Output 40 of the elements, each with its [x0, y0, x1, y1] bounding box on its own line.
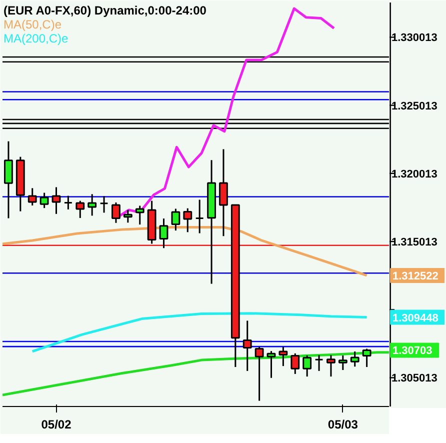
- x-tick-label: 05/02: [41, 418, 72, 432]
- y-tick-label: 1.325013: [392, 100, 438, 112]
- candlestick: [64, 195, 73, 210]
- candlestick: [123, 209, 132, 224]
- candlestick: [266, 350, 276, 379]
- candlestick: [52, 186, 61, 215]
- candlestick: [278, 346, 288, 367]
- candlestick: [4, 140, 13, 220]
- annotation: 1.309448: [392, 312, 438, 324]
- candlestick: [171, 208, 180, 232]
- candlestick: [40, 192, 49, 209]
- candlestick: [195, 198, 204, 234]
- candlestick: [219, 148, 228, 237]
- candlestick: [350, 350, 360, 368]
- text: MA(50,C)e: [4, 18, 62, 32]
- candlestick: [338, 354, 348, 371]
- x-tick-label: 05/03: [328, 418, 358, 432]
- annotation: 1.312522: [392, 270, 438, 282]
- candlestick: [183, 208, 192, 233]
- candlestick: [28, 187, 37, 206]
- candlestick: [112, 202, 120, 224]
- candlestick: [242, 320, 252, 372]
- candlestick: [100, 195, 108, 214]
- candlestick: [362, 348, 372, 368]
- y-tick-label: 1.330013: [392, 32, 438, 44]
- chart-title: (EUR A0-FX,60) Dynamic,0:00-24:00: [4, 4, 207, 18]
- candlestick: [254, 346, 264, 402]
- candlestick: [326, 354, 336, 378]
- annotation: 1.30703: [392, 345, 432, 358]
- y-tick-label: 1.305013: [392, 372, 438, 385]
- candlestick: [159, 218, 168, 249]
- candlestick: [314, 354, 324, 372]
- text: MA(200,C)e: [4, 32, 69, 46]
- candlestick: [135, 204, 144, 226]
- y-tick-label: 1.320013: [392, 168, 438, 180]
- candlestick: [88, 193, 97, 216]
- candlestick: [290, 352, 300, 375]
- candlestick: [76, 200, 85, 219]
- y-tick-label: 1.315013: [392, 236, 438, 249]
- candlestick: [302, 354, 312, 378]
